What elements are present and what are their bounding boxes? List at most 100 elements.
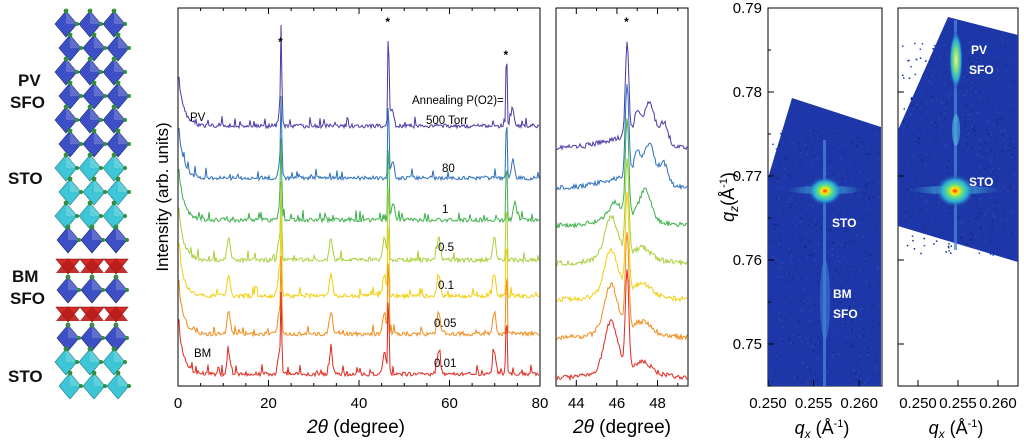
xrd-zoom-peak-markers: *: [624, 15, 629, 29]
series-label: 0.05: [434, 318, 456, 330]
rsm-pv-panel: 0.250 0.255 0.260 PV SFO STO qx (Å-1): [897, 7, 1019, 441]
series-label: PV: [190, 112, 206, 124]
octahedron: [102, 348, 126, 376]
series-label: 0.1: [438, 280, 454, 292]
octahedron: [106, 372, 130, 400]
octahedron: [80, 276, 104, 304]
rsm-pv-xlabel: qx (Å-1): [929, 418, 984, 441]
octahedron: [106, 178, 130, 206]
xrd-zoom-series-0.5: [556, 158, 688, 267]
label-pv: PV: [18, 71, 41, 90]
octahedron: [54, 154, 78, 182]
octahedron: [82, 178, 106, 206]
xrd-zoom-panel: 44 46 48 * 2θ (degree): [555, 7, 689, 438]
octahedron: [56, 276, 80, 304]
octahedron: [58, 178, 82, 206]
x-tick-label: 0.255: [795, 395, 833, 412]
xrd-series-0.1: [178, 217, 540, 300]
svg-text:qz(Å-1): qz(Å-1): [718, 172, 741, 222]
xrd-zoom-xlabel: 2θ (degree): [572, 417, 671, 438]
octahedron: [78, 10, 102, 38]
octahedron: [54, 348, 78, 376]
label-bm: BM: [12, 267, 38, 286]
xrd-series-0.05: [178, 255, 540, 338]
octahedron: [102, 106, 126, 134]
xrd-wide-ylabel: Intensity (arb. units): [153, 122, 172, 271]
octahedron: [102, 10, 126, 38]
crystal-structure-model: [54, 8, 131, 400]
series-label: 0.5: [438, 242, 454, 254]
svg-text:qx (Å-1): qx (Å-1): [795, 418, 850, 441]
y-tick-label: 0.78: [733, 84, 762, 101]
xrd-zoom-ticks: 44 46 48: [568, 8, 679, 412]
xrd-zoom-curves: [556, 41, 688, 382]
xrd-wide-series-labels: PV 80 1 0.5 0.1 0.05 0.01 BM: [190, 112, 456, 370]
xrd-wide-frame: [177, 7, 541, 387]
octahedron: [78, 154, 102, 182]
rsm-bm-label-bm: BM: [833, 287, 852, 301]
label-sfo-top: SFO: [10, 93, 45, 112]
x-tick-label: 48: [649, 395, 666, 412]
x-tick-label: 0.250: [899, 395, 937, 412]
octahedron: [82, 34, 106, 62]
y-tick-label: 0.76: [733, 252, 762, 269]
xrd-series-500 Torr: [178, 24, 540, 130]
label-sto-bottom: STO: [8, 367, 43, 386]
rsm-bm-xlabel: qx (Å-1): [795, 418, 850, 441]
octahedron: [54, 10, 78, 38]
xrd-series-80: [178, 96, 540, 182]
peak-marker: *: [624, 15, 629, 29]
octahedron: [58, 372, 82, 400]
y-tick-label: 0.75: [733, 336, 762, 353]
rsm-pv-label-pv: PV: [971, 43, 987, 57]
xrd-zoom-frame: [555, 7, 689, 387]
octahedron: [58, 34, 82, 62]
y-tick-label: 0.79: [733, 0, 762, 17]
label-sto-top: STO: [8, 169, 43, 188]
x-tick-label: 60: [441, 395, 458, 412]
x-tick-label: 40: [351, 395, 368, 412]
peak-marker: *: [385, 15, 390, 29]
xrd-zoom-series-0.01: [556, 269, 688, 382]
xrd-wide-ticks: 0 20 40 60 80: [174, 8, 549, 412]
octahedron: [102, 58, 126, 86]
xrd-zoom-series-80: [556, 84, 688, 191]
octahedron: [56, 226, 80, 254]
octahedron: [78, 348, 102, 376]
rsm-bm-ylabel: qz(Å-1): [718, 172, 741, 222]
xrd-wide-peak-markers: * * *: [278, 15, 508, 62]
x-tick-label: 80: [532, 395, 549, 412]
label-sfo-bottom: SFO: [10, 289, 45, 308]
rsm-bm-film-peak: [820, 260, 830, 340]
x-tick-label: 0.260: [840, 395, 878, 412]
octahedron: [102, 154, 126, 182]
x-tick-label: 44: [568, 395, 585, 412]
xrd-zoom-series-0.05: [556, 231, 688, 342]
series-label: 80: [442, 163, 455, 175]
rsm-bm-label-sto: STO: [832, 216, 856, 230]
xrd-wide-panel: 0 20 40 60 80 * * * PV 80 1 0.5 0.1 0.05 0.01 BM Anne…: [153, 7, 549, 438]
annealing-annotation-value: 500 Torr: [426, 115, 468, 127]
octahedron: [82, 82, 106, 110]
peak-marker: *: [504, 48, 509, 62]
rsm-bm-substrate-peak: [807, 176, 843, 206]
octahedron: [106, 130, 130, 158]
x-tick-label: 0.255: [939, 395, 977, 412]
octahedron: [54, 106, 78, 134]
svg-text:qx (Å-1): qx (Å-1): [929, 418, 984, 441]
rsm-pv-label-sto: STO: [969, 175, 993, 189]
series-label: BM: [194, 348, 211, 360]
rsm-pv-label-sfo: SFO: [969, 63, 994, 77]
octahedron: [58, 130, 82, 158]
x-tick-label: 46: [609, 395, 626, 412]
xrd-zoom-series-500 Torr: [556, 41, 688, 151]
x-tick-label: 20: [260, 395, 277, 412]
octahedron: [78, 106, 102, 134]
xrd-series-0.01: [178, 291, 540, 378]
octahedron: [54, 58, 78, 86]
x-tick-label: 0: [174, 395, 182, 412]
y-tick-label: 0.77: [733, 168, 762, 185]
series-label: 1: [442, 204, 448, 216]
peak-marker: *: [278, 35, 283, 49]
